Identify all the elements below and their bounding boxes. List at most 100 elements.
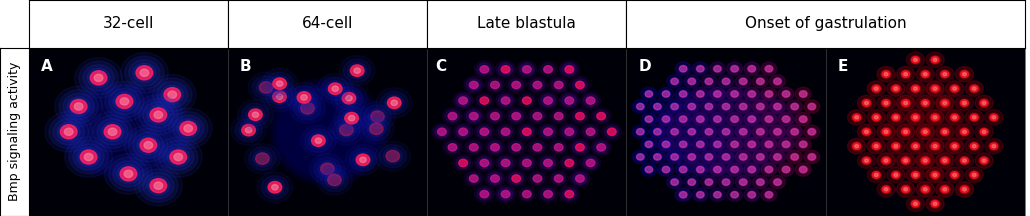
Circle shape <box>887 167 905 183</box>
Circle shape <box>972 173 976 176</box>
Circle shape <box>701 75 717 88</box>
Circle shape <box>122 168 136 180</box>
Circle shape <box>480 191 488 198</box>
Circle shape <box>448 113 457 120</box>
Circle shape <box>151 109 166 121</box>
Circle shape <box>488 141 503 154</box>
Circle shape <box>59 90 98 123</box>
Circle shape <box>573 79 587 91</box>
Circle shape <box>154 137 202 177</box>
Circle shape <box>857 153 875 168</box>
Circle shape <box>544 65 553 73</box>
Circle shape <box>742 105 745 108</box>
Circle shape <box>480 97 489 105</box>
Circle shape <box>983 159 986 162</box>
Circle shape <box>916 67 934 82</box>
Circle shape <box>972 145 976 148</box>
Circle shape <box>298 100 317 116</box>
Circle shape <box>272 184 278 190</box>
Circle shape <box>519 188 535 200</box>
Circle shape <box>881 127 892 137</box>
Circle shape <box>864 159 868 162</box>
Circle shape <box>565 191 574 198</box>
Circle shape <box>533 112 542 120</box>
Circle shape <box>718 150 734 164</box>
Circle shape <box>811 105 814 108</box>
Circle shape <box>933 145 937 148</box>
Circle shape <box>980 157 988 164</box>
Circle shape <box>774 78 782 84</box>
Circle shape <box>527 77 547 93</box>
Circle shape <box>963 130 966 133</box>
Circle shape <box>914 202 918 205</box>
Circle shape <box>477 157 491 169</box>
Circle shape <box>661 140 671 148</box>
Circle shape <box>900 185 912 194</box>
Circle shape <box>960 186 968 193</box>
Circle shape <box>806 153 817 161</box>
Circle shape <box>687 77 696 86</box>
Circle shape <box>448 112 457 120</box>
Circle shape <box>718 100 734 113</box>
Circle shape <box>564 97 574 105</box>
Circle shape <box>756 153 765 161</box>
Circle shape <box>884 130 888 133</box>
Circle shape <box>448 144 457 151</box>
Circle shape <box>252 151 272 167</box>
Circle shape <box>576 175 584 182</box>
Circle shape <box>912 85 920 92</box>
Circle shape <box>517 123 537 140</box>
Circle shape <box>246 107 265 123</box>
Circle shape <box>748 91 756 97</box>
Circle shape <box>942 101 947 105</box>
Circle shape <box>708 105 711 108</box>
Circle shape <box>586 97 595 105</box>
Circle shape <box>490 144 500 151</box>
Circle shape <box>464 139 484 156</box>
Circle shape <box>776 130 779 133</box>
Circle shape <box>490 175 500 183</box>
Circle shape <box>70 99 87 114</box>
Circle shape <box>588 99 592 102</box>
Circle shape <box>559 155 579 171</box>
Circle shape <box>562 157 577 169</box>
Circle shape <box>586 97 595 104</box>
Circle shape <box>903 73 907 76</box>
Circle shape <box>929 84 940 93</box>
Circle shape <box>933 173 937 176</box>
Circle shape <box>956 124 973 140</box>
Circle shape <box>682 193 685 196</box>
Circle shape <box>939 127 951 137</box>
Circle shape <box>782 165 791 174</box>
Circle shape <box>157 82 187 108</box>
Circle shape <box>790 153 799 161</box>
Circle shape <box>914 116 918 119</box>
Circle shape <box>687 103 696 111</box>
Circle shape <box>714 66 721 72</box>
Text: A: A <box>41 59 53 74</box>
Circle shape <box>929 170 940 179</box>
Circle shape <box>894 145 898 148</box>
Circle shape <box>900 98 912 108</box>
Circle shape <box>527 108 547 124</box>
Circle shape <box>475 61 494 78</box>
Circle shape <box>933 116 937 119</box>
Circle shape <box>514 114 518 118</box>
Circle shape <box>682 168 685 171</box>
Circle shape <box>929 113 940 122</box>
Circle shape <box>716 193 719 196</box>
Circle shape <box>77 148 100 167</box>
Circle shape <box>906 81 925 96</box>
Circle shape <box>887 110 905 125</box>
Circle shape <box>921 157 929 164</box>
Circle shape <box>502 159 510 167</box>
Circle shape <box>752 125 768 138</box>
Circle shape <box>101 122 124 141</box>
Circle shape <box>942 73 947 76</box>
Circle shape <box>884 101 888 105</box>
Circle shape <box>909 113 921 122</box>
Circle shape <box>673 156 677 158</box>
Circle shape <box>91 71 107 85</box>
Circle shape <box>89 111 136 152</box>
Circle shape <box>772 128 783 136</box>
